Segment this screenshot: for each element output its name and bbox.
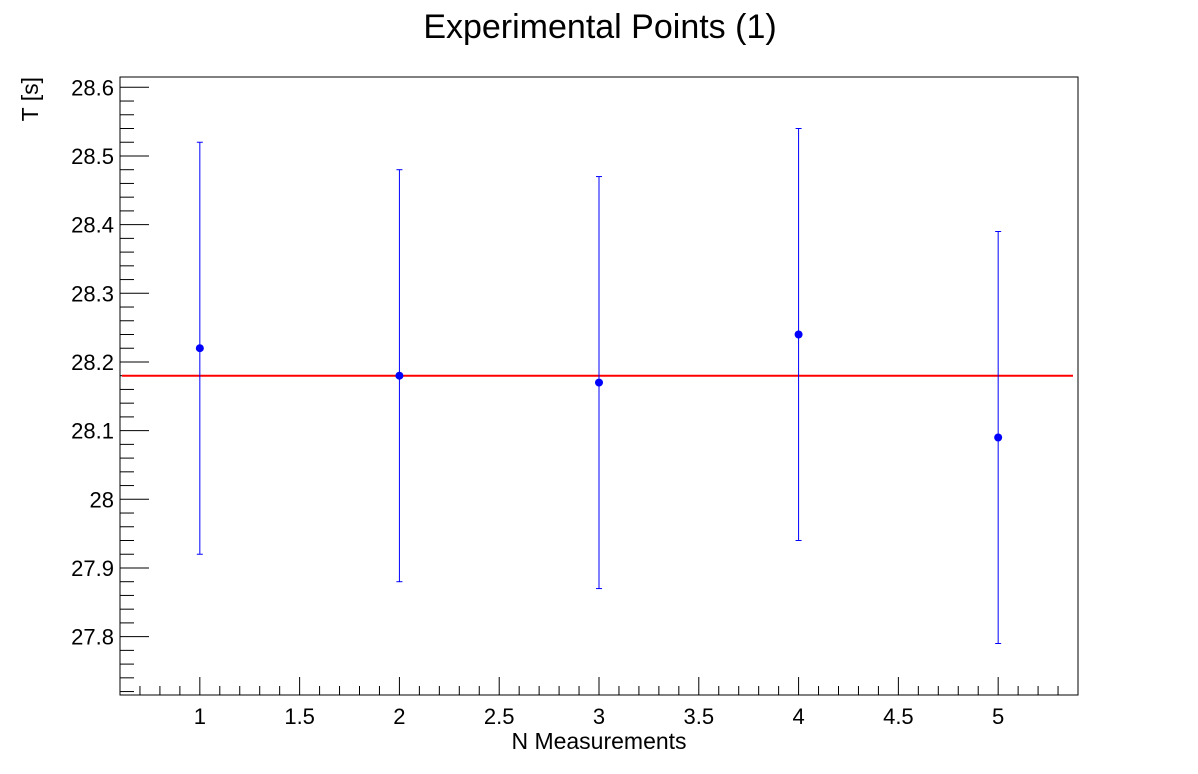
y-tick-label: 28.5 [71, 144, 114, 169]
x-tick-label: 3.5 [683, 704, 714, 729]
x-tick-label: 1 [194, 704, 206, 729]
plot-area: 27.8 27.9 28 28.1 28.2 28.3 28.4 28.5 28.6 1 1.5 2 2… [71, 75, 1079, 729]
data-point [595, 378, 603, 387]
x-tick-label: 3 [593, 704, 605, 729]
y-tick-label: 28.4 [71, 213, 114, 238]
x-tick-label: 4 [792, 704, 804, 729]
data-point [395, 371, 404, 380]
chart-title: Experimental Points (1) [423, 8, 776, 46]
data-point [195, 344, 204, 353]
x-tick-label: 4.5 [883, 704, 914, 729]
x-tick-label: 5 [992, 704, 1004, 729]
x-tick-label: 1.5 [284, 704, 315, 729]
x-tick-label: 2 [393, 704, 405, 729]
x-axis-label: N Measurements [511, 728, 686, 754]
y-tick-label: 27.8 [71, 625, 114, 650]
y-tick-label: 28.3 [71, 281, 114, 306]
data-point [994, 433, 1003, 442]
y-tick-label: 28.2 [71, 350, 114, 375]
y-axis-label: T [s] [17, 77, 43, 121]
y-tick-label: 28.6 [71, 75, 114, 100]
y-tick-label: 28.1 [71, 419, 114, 444]
x-tick-label: 2.5 [484, 704, 515, 729]
y-tick-label: 28 [90, 487, 114, 512]
data-point [794, 330, 803, 339]
y-tick-label: 27.9 [71, 556, 114, 581]
